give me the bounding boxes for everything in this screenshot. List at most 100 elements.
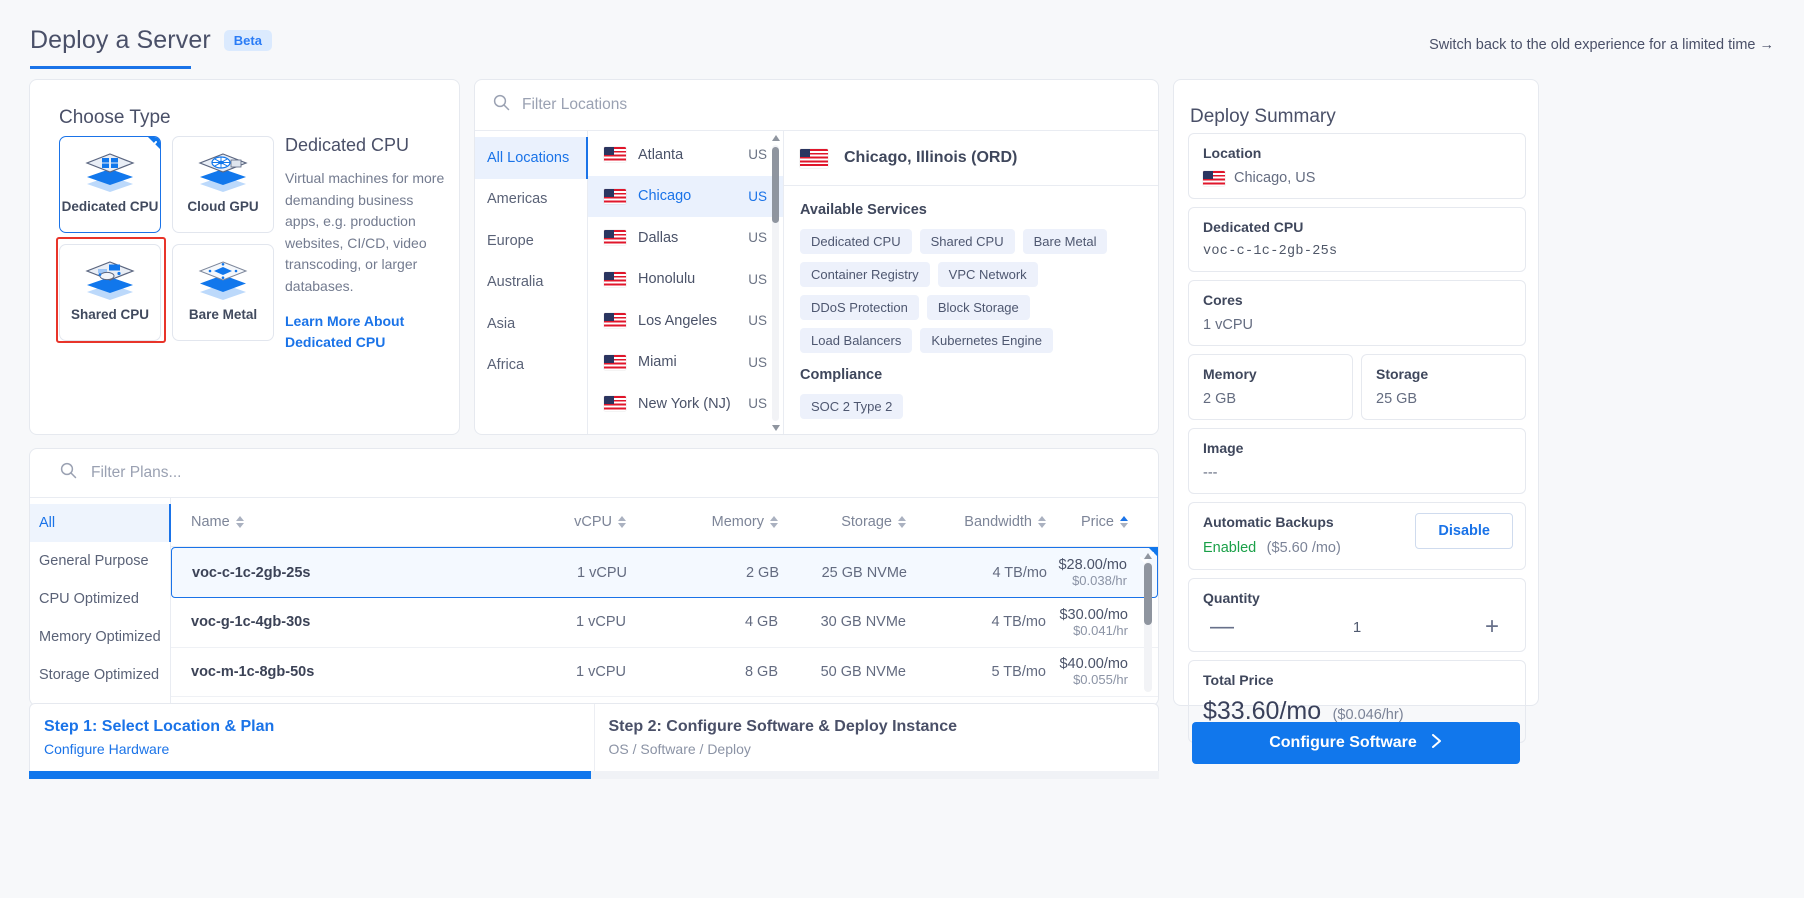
summary-backups-cost: ($5.60 /mo) [1266, 540, 1341, 556]
sort-icon[interactable] [770, 516, 778, 528]
plan-storage: 50 GB NVMe [820, 663, 906, 680]
step-1-subtitle: Configure Hardware [44, 741, 170, 757]
column-header-vcpu[interactable]: vCPU [471, 514, 626, 530]
type-card-bare-metal[interactable]: Bare Metal [172, 244, 274, 341]
region-item-australia[interactable]: Australia [487, 274, 544, 291]
sort-icon[interactable] [1038, 516, 1046, 528]
plans-search-input[interactable]: Filter Plans... [91, 464, 182, 481]
type-card-label: Dedicated CPU [61, 199, 159, 214]
plan-memory: 4 GB [744, 614, 778, 631]
column-header-name[interactable]: Name [171, 514, 471, 530]
scrollbar-thumb[interactable] [1144, 563, 1152, 625]
summary-type-value: voc-c-1c-2gb-25s [1203, 244, 1338, 259]
location-item-miami[interactable]: Miami US [588, 342, 783, 384]
region-item-asia[interactable]: Asia [487, 315, 516, 332]
plan-bandwidth: 4 TB/mo [992, 564, 1047, 581]
scrollbar-track[interactable] [772, 145, 779, 421]
scrollbar-track[interactable] [1144, 562, 1152, 692]
region-filter-list: All Locations Americas Europe Australia … [475, 131, 588, 434]
column-header-bandwidth[interactable]: Bandwidth [906, 514, 1046, 530]
summary-backups-state: Enabled [1203, 540, 1257, 556]
step-1[interactable]: Step 1: Select Location & Plan Configure… [30, 704, 595, 772]
plan-category-cpu-optimized[interactable]: CPU Optimized [39, 591, 139, 607]
locations-search-input[interactable]: Filter Locations [522, 96, 628, 113]
type-card-shared-cpu[interactable]: Shared CPU [59, 244, 161, 341]
location-item-honolulu[interactable]: Honolulu US [588, 259, 783, 301]
location-country: US [748, 230, 767, 246]
plan-price-monthly: $30.00/mo [1059, 606, 1128, 623]
disable-backups-button[interactable]: Disable [1415, 513, 1513, 549]
quantity-decrement-button[interactable]: — [1210, 613, 1234, 640]
step-2-title: Step 2: Configure Software & Deploy Inst… [608, 718, 958, 735]
sort-icon[interactable] [618, 516, 626, 528]
sort-icon[interactable] [1120, 516, 1128, 528]
deploy-summary-heading: Deploy Summary [1190, 106, 1336, 127]
selected-check-icon [126, 137, 160, 171]
location-item-chicago[interactable]: Chicago US [588, 175, 783, 217]
learn-more-link[interactable]: Learn More About Dedicated CPU [285, 313, 405, 350]
type-card-cloud-gpu[interactable]: Cloud GPU [172, 136, 274, 233]
plan-category-memory-optimized[interactable]: Memory Optimized [39, 629, 161, 645]
locations-search-row[interactable]: Filter Locations [475, 80, 1158, 131]
region-item-africa[interactable]: Africa [487, 357, 525, 374]
plan-price-hourly: $0.041/hr [1073, 622, 1128, 638]
type-card-label: Cloud GPU [187, 199, 259, 214]
plans-search-row[interactable]: Filter Plans... [30, 449, 1158, 498]
configure-software-button[interactable]: Configure Software [1192, 722, 1520, 764]
deploy-summary-list: Location Chicago, US Dedicated CPU voc-c… [1188, 133, 1526, 751]
locations-body: All Locations Americas Europe Australia … [475, 131, 1158, 434]
location-list: Atlanta US Chicago US Dallas US [588, 131, 783, 425]
summary-backups-value-row: Enabled ($5.60 /mo) [1203, 539, 1511, 557]
table-row[interactable]: voc-g-1c-4gb-30s 1 vCPU 4 GB 30 GB NVMe … [171, 598, 1158, 648]
switch-old-experience-link[interactable]: Switch back to the old experience for a … [1429, 37, 1774, 53]
region-item-all-locations[interactable]: All Locations [475, 137, 588, 179]
summary-total-label: Total Price [1203, 672, 1274, 688]
plans-table-header: Name vCPU Memory Storage [171, 498, 1158, 547]
quantity-increment-button[interactable]: + [1484, 613, 1499, 640]
location-detail-name: Chicago, Illinois (ORD) [844, 149, 1018, 166]
location-item-new-york-nj[interactable]: New York (NJ) US [588, 383, 783, 425]
selected-check-icon [1122, 547, 1158, 583]
location-country: US [748, 354, 767, 370]
location-country: US [748, 188, 767, 204]
location-item-los-angeles[interactable]: Los Angeles US [588, 300, 783, 342]
sort-icon[interactable] [898, 516, 906, 528]
column-label: Storage [841, 514, 892, 530]
step-1-title: Step 1: Select Location & Plan [44, 718, 275, 735]
type-card-dedicated-cpu[interactable]: Dedicated CPU [59, 136, 161, 233]
table-row[interactable]: voc-c-1c-2gb-25s 1 vCPU 2 GB 25 GB NVMe … [171, 547, 1158, 598]
scroll-up-arrow-icon[interactable] [1144, 553, 1152, 559]
region-item-europe[interactable]: Europe [487, 232, 534, 249]
scroll-down-arrow-icon[interactable] [772, 425, 780, 431]
sort-icon[interactable] [235, 516, 244, 528]
summary-plan-type: Dedicated CPU voc-c-1c-2gb-25s [1188, 207, 1526, 272]
plan-name: voc-m-1c-8gb-50s [191, 663, 315, 680]
summary-location-value-row: Chicago, US [1203, 170, 1511, 186]
location-item-dallas[interactable]: Dallas US [588, 217, 783, 259]
plan-bandwidth: 5 TB/mo [991, 663, 1046, 680]
summary-total-monthly: $33.60/mo [1203, 697, 1322, 725]
column-header-price[interactable]: Price [1046, 514, 1128, 530]
choose-type-heading: Choose Type [59, 107, 171, 128]
step-2[interactable]: Step 2: Configure Software & Deploy Inst… [595, 704, 1159, 772]
plans-table-scrollbar[interactable] [1144, 553, 1152, 701]
quantity-stepper[interactable]: — 1 + [1203, 615, 1511, 639]
column-label: vCPU [574, 514, 612, 530]
summary-cores-value: 1 vCPU [1203, 317, 1253, 333]
scroll-up-arrow-icon[interactable] [772, 135, 780, 141]
plan-category-all[interactable]: All [30, 504, 171, 542]
active-tab-underline [30, 66, 191, 69]
region-item-americas[interactable]: Americas [487, 191, 548, 208]
scrollbar-thumb[interactable] [772, 147, 779, 223]
column-header-storage[interactable]: Storage [778, 514, 906, 530]
plan-category-general-purpose[interactable]: General Purpose [39, 553, 149, 569]
service-tag: Container Registry [800, 262, 930, 287]
table-row[interactable]: voc-m-1c-8gb-50s 1 vCPU 8 GB 50 GB NVMe … [171, 648, 1158, 697]
summary-storage-value: 25 GB [1376, 391, 1418, 407]
location-item-atlanta[interactable]: Atlanta US [588, 134, 783, 176]
column-header-memory[interactable]: Memory [626, 514, 778, 530]
location-list-scrollbar[interactable] [772, 135, 780, 431]
plan-category-storage-optimized[interactable]: Storage Optimized [39, 667, 160, 683]
title-group: Deploy a Server Beta [30, 26, 272, 55]
